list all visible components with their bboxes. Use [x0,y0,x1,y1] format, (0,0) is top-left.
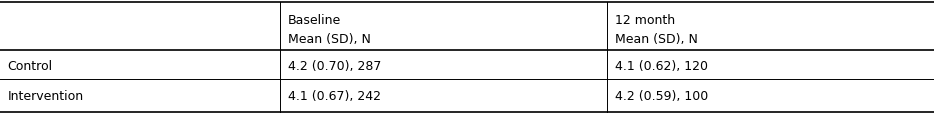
Text: Mean (SD), N: Mean (SD), N [615,33,698,46]
Text: 12 month: 12 month [615,14,674,27]
Text: Baseline: Baseline [288,14,341,27]
Text: 4.2 (0.59), 100: 4.2 (0.59), 100 [615,89,708,102]
Text: 4.2 (0.70), 287: 4.2 (0.70), 287 [288,59,381,72]
Text: 4.1 (0.67), 242: 4.1 (0.67), 242 [288,89,381,102]
Text: Mean (SD), N: Mean (SD), N [288,33,371,46]
Text: 4.1 (0.62), 120: 4.1 (0.62), 120 [615,59,708,72]
Text: Intervention: Intervention [7,89,84,102]
Text: Control: Control [7,59,52,72]
